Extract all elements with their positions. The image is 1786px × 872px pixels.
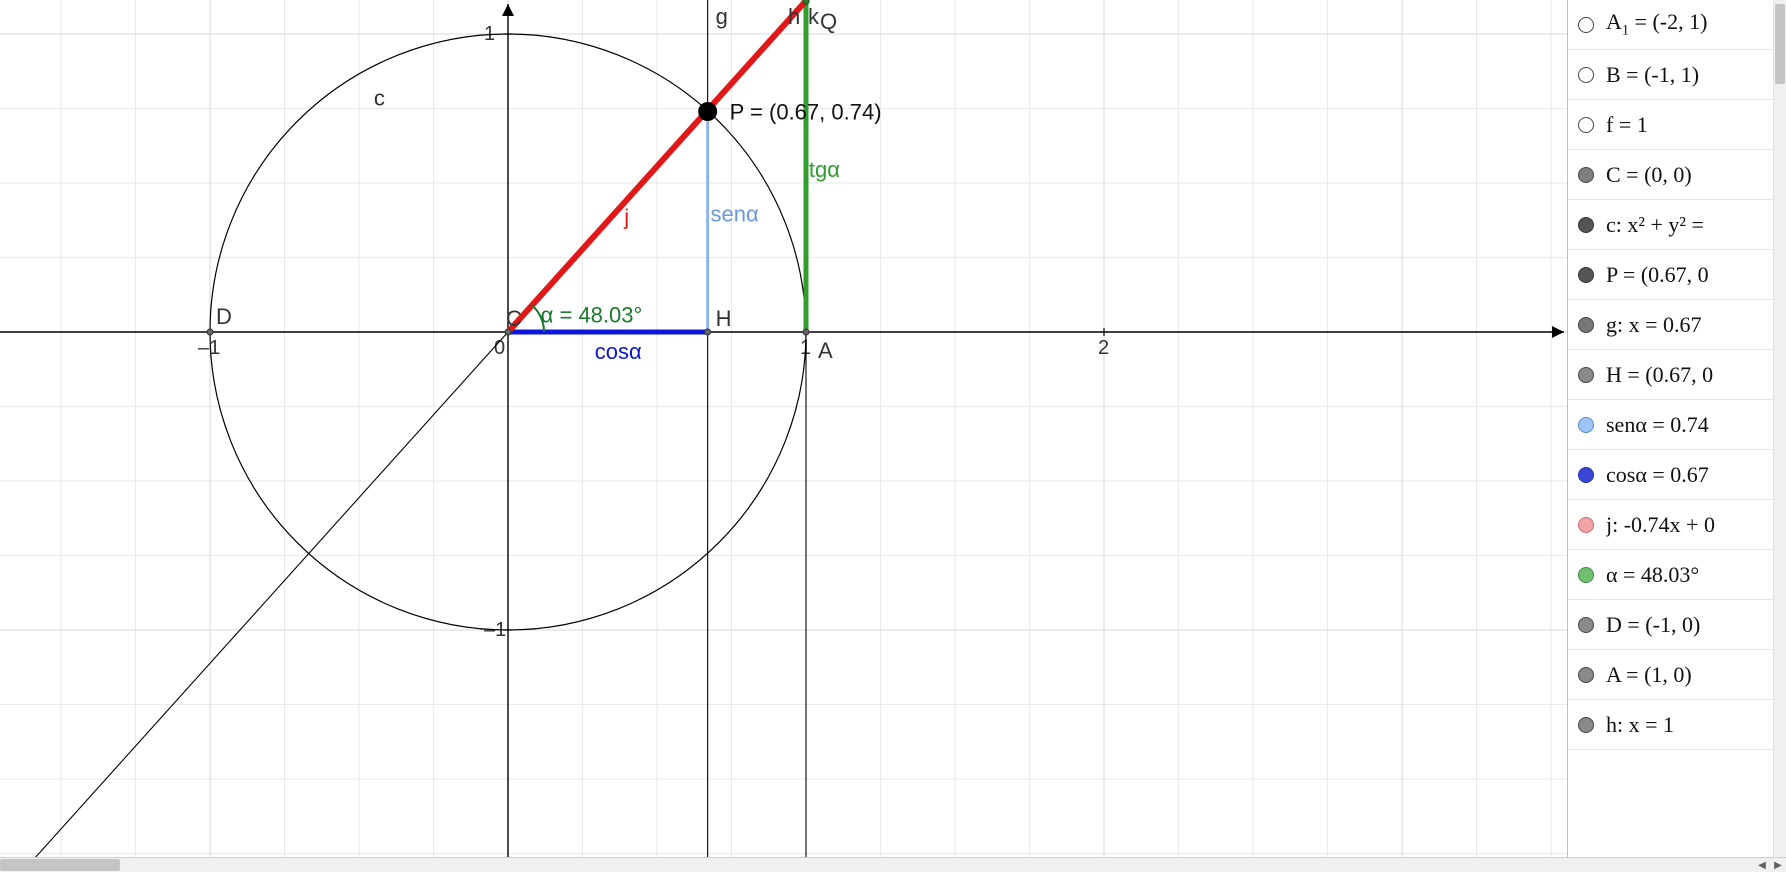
algebra-row[interactable]: senα = 0.74	[1568, 400, 1786, 450]
algebra-vscroll[interactable]	[1773, 0, 1786, 872]
algebra-item-label: f = 1	[1606, 112, 1648, 138]
label-D: D	[216, 304, 232, 329]
point-D[interactable]	[207, 329, 213, 335]
algebra-item-label: D = (-1, 0)	[1606, 612, 1700, 638]
algebra-row[interactable]: α = 48.03°	[1568, 550, 1786, 600]
algebra-row[interactable]: H = (0.67, 0	[1568, 350, 1786, 400]
algebra-row[interactable]: C = (0, 0)	[1568, 150, 1786, 200]
algebra-row[interactable]: A1 = (-2, 1)	[1568, 0, 1786, 50]
visibility-toggle[interactable]	[1578, 417, 1594, 433]
algebra-row[interactable]: j: -0.74x + 0	[1568, 500, 1786, 550]
visibility-toggle[interactable]	[1578, 67, 1594, 83]
algebra-row[interactable]: A = (1, 0)	[1568, 650, 1786, 700]
visibility-toggle[interactable]	[1578, 667, 1594, 683]
line-j-extension[interactable]	[0, 332, 508, 872]
algebra-item-label: B = (-1, 1)	[1606, 62, 1699, 88]
algebra-item-label: j: -0.74x + 0	[1606, 512, 1715, 538]
grid	[0, 0, 1567, 872]
algebra-row[interactable]: h: x = 1	[1568, 700, 1786, 750]
axes: –1012–11	[0, 4, 1564, 872]
label-H: H	[716, 306, 732, 331]
algebra-row[interactable]: g: x = 0.67	[1568, 300, 1786, 350]
visibility-toggle[interactable]	[1578, 167, 1594, 183]
algebra-row[interactable]: c: x² + y² =	[1568, 200, 1786, 250]
label-alpha: α = 48.03°	[541, 303, 643, 328]
graphics-view[interactable]: –1012–11cghkQP = (0.67, 0.74)DCHAcosαsen…	[0, 0, 1567, 872]
point-H[interactable]	[705, 329, 711, 335]
algebra-item-label: h: x = 1	[1606, 712, 1674, 738]
label-cos: cosα	[595, 339, 642, 364]
algebra-row[interactable]: B = (-1, 1)	[1568, 50, 1786, 100]
label-A: A	[818, 338, 833, 363]
visibility-toggle[interactable]	[1578, 117, 1594, 133]
label-j: j	[623, 205, 629, 230]
visibility-toggle[interactable]	[1578, 267, 1594, 283]
label-h: h	[788, 4, 800, 29]
algebra-row[interactable]: f = 1	[1568, 100, 1786, 150]
algebra-item-label: A1 = (-2, 1)	[1606, 9, 1707, 39]
algebra-item-label: α = 48.03°	[1606, 562, 1699, 588]
label-Q: Q	[820, 9, 837, 34]
point-P[interactable]	[699, 102, 717, 120]
algebra-row[interactable]: P = (0.67, 0	[1568, 250, 1786, 300]
visibility-toggle[interactable]	[1578, 17, 1594, 33]
label-P: P = (0.67, 0.74)	[730, 99, 882, 124]
visibility-toggle[interactable]	[1578, 717, 1594, 733]
algebra-item-label: g: x = 0.67	[1606, 312, 1702, 338]
visibility-toggle[interactable]	[1578, 617, 1594, 633]
algebra-view[interactable]: A1 = (-2, 1) B = (-1, 1) f = 1 C = (0, 0) c:…	[1567, 0, 1786, 872]
label-g: g	[716, 4, 728, 29]
algebra-list: A1 = (-2, 1) B = (-1, 1) f = 1 C = (0, 0) c:…	[1568, 0, 1786, 750]
algebra-item-label: senα = 0.74	[1606, 412, 1709, 438]
label-c: c	[374, 86, 385, 111]
label-sin: senα	[711, 202, 759, 227]
algebra-item-label: cosα = 0.67	[1606, 462, 1709, 488]
point-A[interactable]	[803, 329, 809, 335]
algebra-row[interactable]: cosα = 0.67	[1568, 450, 1786, 500]
label-C: C	[506, 306, 522, 331]
algebra-item-label: c: x² + y² =	[1606, 212, 1704, 238]
visibility-toggle[interactable]	[1578, 217, 1594, 233]
label-tan: tgα	[809, 157, 840, 182]
axis-tick-label: –1	[198, 337, 220, 359]
visibility-toggle[interactable]	[1578, 317, 1594, 333]
graphics-svg[interactable]: –1012–11cghkQP = (0.67, 0.74)DCHAcosαsen…	[0, 0, 1567, 872]
visibility-toggle[interactable]	[1578, 517, 1594, 533]
algebra-item-label: H = (0.67, 0	[1606, 362, 1713, 388]
algebra-item-label: P = (0.67, 0	[1606, 262, 1709, 288]
algebra-hscroll[interactable]: ▶ ◀	[1567, 857, 1786, 872]
visibility-toggle[interactable]	[1578, 367, 1594, 383]
visibility-toggle[interactable]	[1578, 467, 1594, 483]
axis-tick-label: 0	[494, 337, 505, 359]
algebra-row[interactable]: D = (-1, 0)	[1568, 600, 1786, 650]
visibility-toggle[interactable]	[1578, 567, 1594, 583]
algebra-item-label: C = (0, 0)	[1606, 162, 1692, 188]
axis-tick-label: 2	[1098, 337, 1109, 359]
label-k: k	[808, 4, 820, 29]
algebra-item-label: A = (1, 0)	[1606, 662, 1692, 688]
